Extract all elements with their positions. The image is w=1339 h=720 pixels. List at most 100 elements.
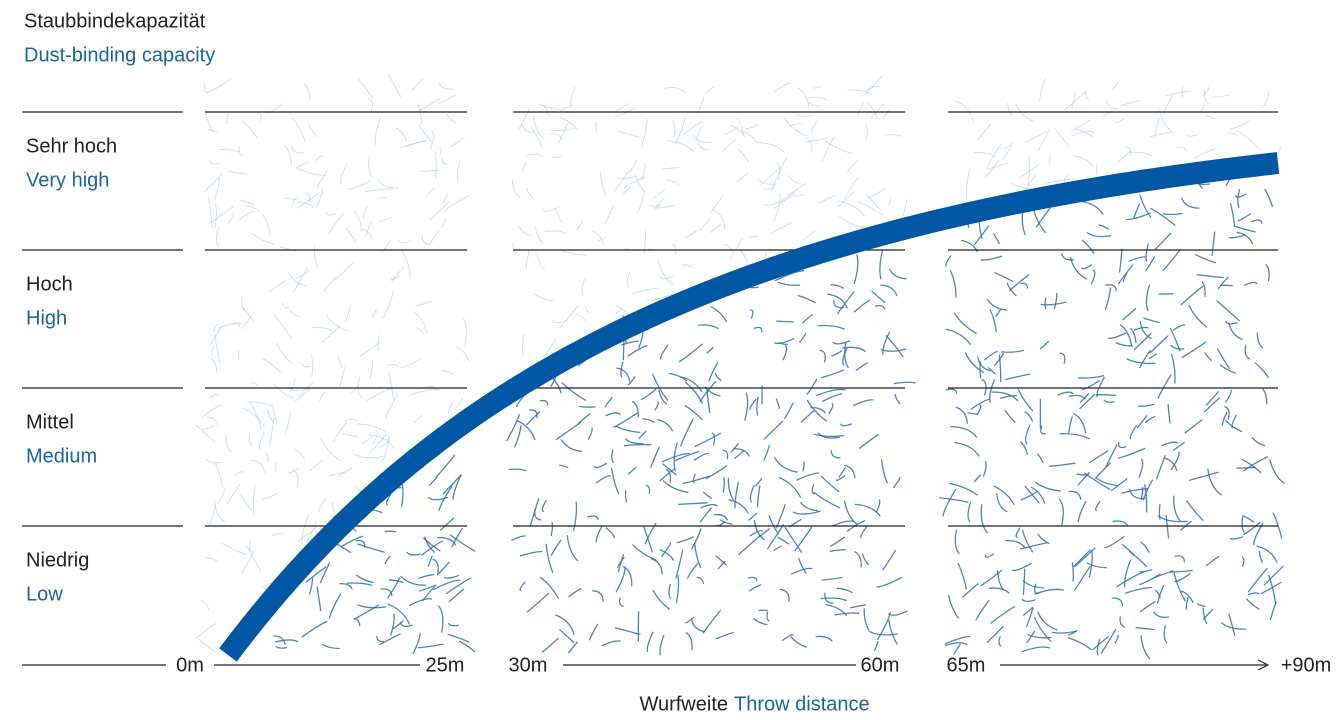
fiber bbox=[211, 344, 215, 357]
fiber bbox=[774, 191, 796, 209]
fiber bbox=[335, 261, 354, 281]
fiber bbox=[800, 501, 819, 512]
fiber bbox=[241, 120, 258, 138]
fiber bbox=[996, 492, 1008, 513]
fiber bbox=[395, 127, 408, 142]
fiber bbox=[990, 605, 1016, 624]
fiber bbox=[641, 119, 648, 148]
fiber bbox=[755, 477, 763, 487]
fiber bbox=[1005, 540, 1026, 549]
fiber bbox=[438, 147, 442, 157]
fiber bbox=[1070, 257, 1088, 280]
fiber bbox=[986, 625, 1004, 643]
fiber bbox=[702, 491, 712, 499]
fiber bbox=[1096, 376, 1105, 398]
fiber bbox=[1233, 225, 1256, 233]
fiber bbox=[530, 127, 543, 148]
fiber bbox=[1262, 388, 1268, 405]
fiber bbox=[1163, 94, 1174, 115]
fiber bbox=[448, 588, 465, 603]
fiber bbox=[810, 120, 818, 135]
fiber bbox=[1088, 550, 1093, 578]
fiber bbox=[784, 402, 794, 419]
fiber bbox=[1133, 203, 1141, 219]
fiber bbox=[829, 549, 846, 552]
fiber bbox=[587, 515, 599, 521]
fiber bbox=[1074, 566, 1091, 591]
fiber bbox=[685, 632, 693, 651]
fiber bbox=[1063, 173, 1069, 183]
fiber bbox=[675, 574, 680, 604]
fiber bbox=[386, 363, 398, 368]
fiber bbox=[1095, 500, 1101, 512]
fiber bbox=[698, 143, 710, 150]
fiber bbox=[1117, 442, 1127, 449]
fiber bbox=[239, 199, 255, 207]
fiber bbox=[1118, 264, 1134, 285]
fiber bbox=[1230, 536, 1244, 540]
fiber bbox=[860, 525, 868, 539]
fiber bbox=[1173, 572, 1186, 602]
fiber bbox=[238, 146, 243, 156]
fiber bbox=[950, 425, 978, 438]
fiber bbox=[853, 299, 871, 313]
fiber bbox=[1094, 462, 1111, 479]
fiber bbox=[705, 465, 728, 480]
fiber bbox=[301, 362, 312, 368]
fiber bbox=[986, 298, 1007, 311]
fiber bbox=[384, 530, 397, 533]
fiber bbox=[1081, 264, 1093, 270]
fiber bbox=[744, 123, 759, 130]
fiber bbox=[661, 452, 690, 463]
fiber bbox=[774, 338, 795, 345]
fiber bbox=[1125, 212, 1151, 221]
fiber bbox=[966, 168, 971, 199]
fiber bbox=[986, 144, 1002, 171]
fiber bbox=[604, 396, 613, 408]
fiber bbox=[1059, 352, 1066, 364]
fiber bbox=[1139, 194, 1152, 218]
fiber bbox=[957, 562, 967, 590]
fiber bbox=[942, 488, 957, 517]
fiber bbox=[1203, 87, 1210, 96]
fiber bbox=[442, 192, 449, 204]
fiber bbox=[570, 87, 576, 106]
fiber bbox=[313, 244, 319, 269]
fiber bbox=[685, 228, 703, 239]
fiber bbox=[615, 566, 626, 593]
fiber bbox=[406, 551, 421, 556]
fiber bbox=[545, 338, 557, 356]
fiber bbox=[617, 175, 637, 180]
fiber bbox=[213, 176, 220, 201]
fiber bbox=[298, 381, 314, 397]
fiber bbox=[238, 210, 255, 221]
fiber bbox=[438, 561, 450, 575]
fiber bbox=[1071, 131, 1095, 136]
fiber bbox=[994, 272, 1014, 282]
fiber bbox=[1144, 416, 1156, 424]
fiber bbox=[706, 346, 714, 354]
fiber bbox=[246, 401, 273, 407]
fiber bbox=[864, 75, 884, 95]
fiber bbox=[1116, 571, 1144, 588]
fiber bbox=[949, 482, 978, 496]
fiber bbox=[724, 127, 738, 135]
fiber bbox=[387, 577, 401, 599]
fiber bbox=[642, 418, 655, 423]
fiber bbox=[346, 582, 373, 586]
fiber bbox=[1115, 342, 1134, 347]
fiber bbox=[534, 508, 542, 521]
fiber bbox=[738, 534, 761, 556]
fiber bbox=[1081, 379, 1100, 391]
fiber bbox=[1086, 231, 1112, 238]
fiber bbox=[275, 639, 299, 643]
fiber bbox=[976, 404, 982, 416]
fiber bbox=[730, 238, 743, 260]
fiber bbox=[1103, 399, 1115, 403]
fiber bbox=[684, 381, 703, 404]
fiber bbox=[543, 105, 550, 117]
fiber bbox=[345, 418, 358, 422]
fiber bbox=[970, 398, 991, 410]
fiber bbox=[1020, 441, 1028, 455]
